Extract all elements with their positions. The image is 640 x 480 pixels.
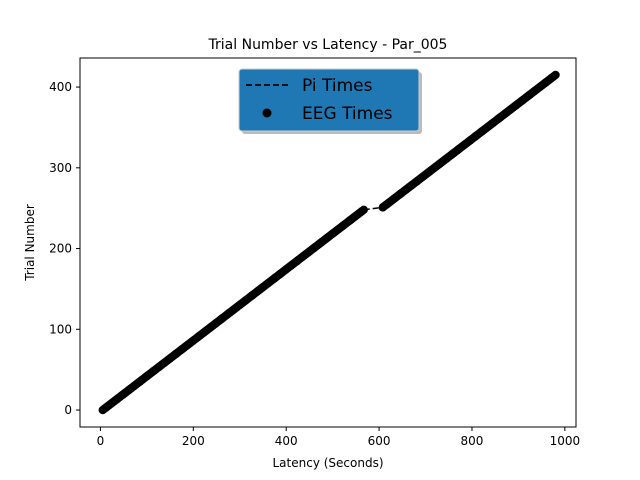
legend: Pi Times EEG Times xyxy=(238,68,422,134)
legend-eeg-times-swatch xyxy=(262,108,272,118)
y-tick-label: 0 xyxy=(64,403,72,417)
x-tick-label: 400 xyxy=(275,434,298,448)
eeg-times-point xyxy=(359,205,368,214)
y-tick-label: 200 xyxy=(49,242,72,256)
legend-pi-times-label: Pi Times xyxy=(302,76,373,96)
x-tick-label: 0 xyxy=(97,434,105,448)
x-tick-label: 600 xyxy=(368,434,391,448)
x-tick-label: 200 xyxy=(182,434,205,448)
axes-frame xyxy=(79,57,577,428)
y-tick-label: 400 xyxy=(49,80,72,94)
y-tick-label: 300 xyxy=(49,161,72,175)
legend-eeg-times-label: EEG Times xyxy=(302,104,393,124)
chart-title: Trial Number vs Latency - Par_005 xyxy=(208,37,448,53)
y-axis-label: Trial Number xyxy=(23,204,37,282)
eeg-times-point xyxy=(551,70,560,80)
x-tick-label: 800 xyxy=(461,434,484,448)
y-tick-label: 100 xyxy=(49,322,72,336)
x-tick-label: 1000 xyxy=(550,434,581,448)
x-axis-label: Latency (Seconds) xyxy=(272,456,383,470)
